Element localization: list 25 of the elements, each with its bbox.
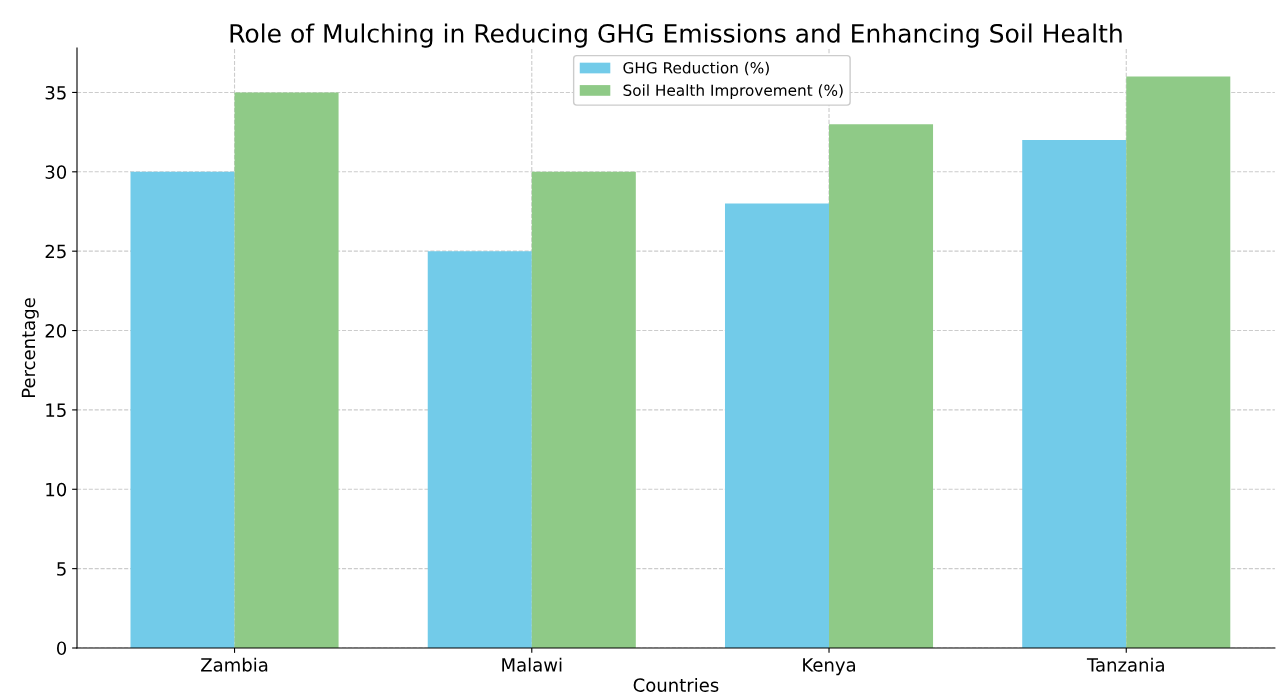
bar <box>829 124 934 648</box>
y-tick-label: 0 <box>56 641 67 656</box>
bar <box>234 92 339 648</box>
y-tick-label: 5 <box>57 562 66 576</box>
x-axis-title: Countries <box>633 677 719 692</box>
chart-title: Role of Mulching in Reducing GHG Emissions and Enhancing Soil Health <box>230 23 1122 48</box>
x-tick-label: Kenya <box>803 658 855 676</box>
legend-label: Soil Health Improvement (%) <box>623 84 843 99</box>
y-axis-title: Percentage <box>21 298 39 398</box>
bar <box>1022 140 1127 648</box>
bar <box>1126 76 1231 648</box>
y-tick-label: 35 <box>45 85 66 100</box>
x-tick-label: Malawi <box>502 657 562 672</box>
y-tick-label: 15 <box>46 403 66 418</box>
legend-label: GHG Reduction (%) <box>623 61 769 76</box>
x-tick-label: Tanzania <box>1086 657 1164 672</box>
bar <box>130 171 235 648</box>
y-tick-label: 30 <box>45 165 67 179</box>
bar <box>724 203 830 648</box>
x-tick-label: Zambia <box>201 657 268 672</box>
bar <box>531 171 636 648</box>
y-tick-label: 10 <box>46 482 67 497</box>
y-tick-label: 25 <box>45 244 66 259</box>
bar <box>427 251 532 648</box>
y-tick-label: 20 <box>45 324 67 338</box>
